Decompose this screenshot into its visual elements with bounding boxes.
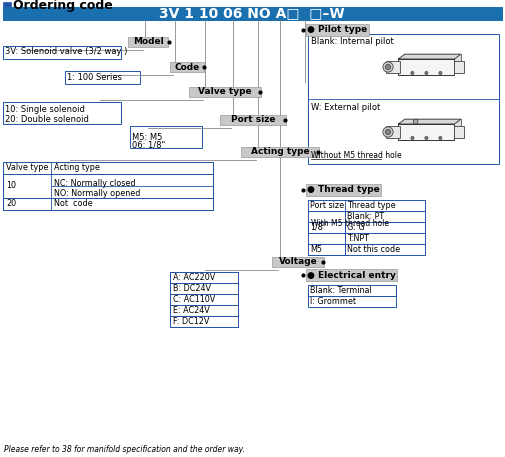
Text: Code: Code [174,63,199,71]
Polygon shape [398,54,461,59]
Bar [308,211,345,244]
Bar [3,7,502,20]
Bar [398,59,454,75]
Text: Blank: PT: Blank: PT [347,212,384,221]
Text: NO: Normally opened: NO: Normally opened [54,190,140,198]
Bar [454,126,464,138]
Bar [405,54,461,70]
Bar [386,126,400,138]
Bar [3,2,11,8]
Circle shape [439,71,442,74]
Text: 20: 20 [6,200,16,208]
Bar [3,102,121,124]
Text: 10: 10 [6,181,16,191]
Bar [308,200,425,211]
Bar [386,61,400,74]
Bar [3,46,121,59]
Text: M5: M5 [310,245,322,254]
Circle shape [425,71,428,74]
Text: Blank: Internal pilot: Blank: Internal pilot [311,37,394,47]
Circle shape [439,136,442,139]
Text: Ordering code: Ordering code [13,0,113,11]
Bar [170,316,238,327]
Text: Valve type: Valve type [6,164,48,172]
Bar [308,34,499,164]
Circle shape [411,71,414,74]
Bar [405,119,461,135]
Text: Not  code: Not code [54,200,92,208]
Circle shape [413,119,418,124]
Text: 1/8": 1/8" [310,223,326,232]
Polygon shape [398,119,461,124]
Bar [308,296,396,307]
Circle shape [383,127,393,137]
Bar [170,272,238,327]
Text: ● Electrical entry: ● Electrical entry [307,271,396,280]
Text: Acting type: Acting type [54,164,100,172]
Bar [308,211,425,222]
Text: I: Grommet: I: Grommet [310,297,356,306]
Text: 06: 1/8": 06: 1/8" [132,140,165,149]
Text: Valve type: Valve type [198,87,252,96]
Text: W: External pilot: W: External pilot [311,102,380,112]
Text: With M5 thread hole: With M5 thread hole [311,218,389,228]
Text: Please refer to 38 for manifold specification and the order way.: Please refer to 38 for manifold specific… [4,445,245,453]
Bar [170,283,238,294]
Bar [170,294,238,305]
Text: T:NPT: T:NPT [347,234,369,243]
Text: C: AC110V: C: AC110V [173,295,215,304]
Bar [308,233,425,244]
Bar [241,147,319,157]
Text: 20: Double solenoid: 20: Double solenoid [5,116,89,124]
Bar [308,285,396,296]
Bar [220,115,286,125]
Text: A: AC220V: A: AC220V [173,273,215,282]
Bar [454,61,464,74]
Bar [3,162,213,210]
Bar [308,222,425,233]
Bar [398,124,454,140]
Text: Port size: Port size [231,116,275,124]
Text: Without M5 thread hole: Without M5 thread hole [311,152,401,160]
Text: 3V 1 10 06 NO A□  □–W: 3V 1 10 06 NO A□ □–W [159,6,345,21]
Text: Thread type: Thread type [347,201,395,210]
Text: G: G: G: G [347,223,365,232]
Text: Voltage: Voltage [279,257,317,266]
Text: Model: Model [133,37,164,47]
Bar [170,272,238,283]
Circle shape [385,64,390,69]
Text: F: DC12V: F: DC12V [173,317,210,326]
Bar [65,71,140,84]
Bar [308,244,425,255]
Circle shape [385,129,390,134]
Text: 10: Single solenoid: 10: Single solenoid [5,106,85,115]
Text: Acting type: Acting type [250,148,309,156]
Bar [189,87,261,97]
Bar [3,174,213,198]
Text: M5: M5: M5: M5 [132,133,163,142]
Circle shape [411,136,414,139]
Bar [130,126,202,148]
Text: Blank: Terminal: Blank: Terminal [310,286,372,295]
Bar [128,37,168,47]
Bar [272,257,324,267]
Text: NC: Normally closed: NC: Normally closed [54,180,135,188]
Bar [308,244,345,255]
Circle shape [425,136,428,139]
Bar [3,162,213,174]
Text: B: DC24V: B: DC24V [173,284,211,293]
Bar [3,198,213,210]
Text: Not this code: Not this code [347,245,400,254]
Bar [170,62,204,72]
Bar [170,305,238,316]
Text: Port size: Port size [310,201,344,210]
Text: 1: 100 Series: 1: 100 Series [67,73,122,81]
Circle shape [383,62,393,72]
Text: ● Thread type: ● Thread type [307,186,380,195]
Text: 3V: Solenoid valve (3/2 way ): 3V: Solenoid valve (3/2 way ) [5,48,127,57]
Text: E: AC24V: E: AC24V [173,306,210,315]
Text: ● Pilot type: ● Pilot type [307,26,367,34]
